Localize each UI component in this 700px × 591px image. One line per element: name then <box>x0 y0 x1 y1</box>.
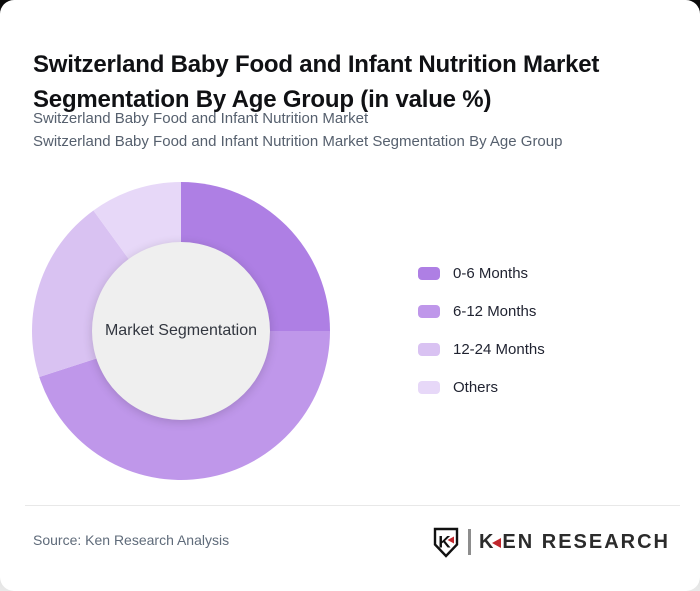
logo-separator <box>467 529 471 555</box>
legend-swatch-icon <box>418 342 440 356</box>
subtitle: Switzerland Baby Food and Infant Nutriti… <box>33 107 653 153</box>
donut-chart: Market Segmentation <box>31 181 331 481</box>
legend-swatch-icon <box>418 266 440 280</box>
legend-item-others: Others <box>418 378 545 396</box>
page-title: Switzerland Baby Food and Infant Nutriti… <box>33 47 678 117</box>
chart-legend: 0-6 Months 6-12 Months 12-24 Months Othe… <box>418 264 545 418</box>
brand-wordmark: K EN RESEARCH <box>479 531 670 554</box>
badge-letter: K <box>438 532 451 551</box>
brand-text-rest: EN RESEARCH <box>502 530 670 553</box>
legend-label: 12-24 Months <box>453 340 545 358</box>
ken-research-badge-icon: K <box>433 527 459 558</box>
legend-item-6-12-months: 6-12 Months <box>418 302 545 320</box>
source-text: Source: Ken Research Analysis <box>33 532 230 548</box>
legend-label: 6-12 Months <box>453 302 537 320</box>
chart-center-label: Market Segmentation <box>104 322 258 339</box>
footer-divider <box>25 505 680 506</box>
legend-swatch-icon <box>418 304 440 318</box>
donut-center-disc: Market Segmentation <box>92 242 270 420</box>
subtitle-line-1: Switzerland Baby Food and Infant Nutriti… <box>33 110 369 127</box>
brand-letter-k: K <box>478 530 496 553</box>
page-title-line-2: Segmentation By Age Group (in value %) <box>33 86 492 114</box>
subtitle-line-2: Switzerland Baby Food and Infant Nutriti… <box>33 133 563 150</box>
page-title-line-1: Switzerland Baby Food and Infant Nutriti… <box>33 51 600 79</box>
legend-swatch-icon <box>418 380 440 394</box>
legend-item-0-6-months: 0-6 Months <box>418 264 545 282</box>
ken-research-logo: K K EN RESEARCH <box>431 526 670 558</box>
legend-label: 0-6 Months <box>453 264 529 282</box>
brand-red-triangle-icon <box>492 538 502 548</box>
legend-label: Others <box>453 378 499 396</box>
legend-item-12-24-months: 12-24 Months <box>418 340 545 358</box>
